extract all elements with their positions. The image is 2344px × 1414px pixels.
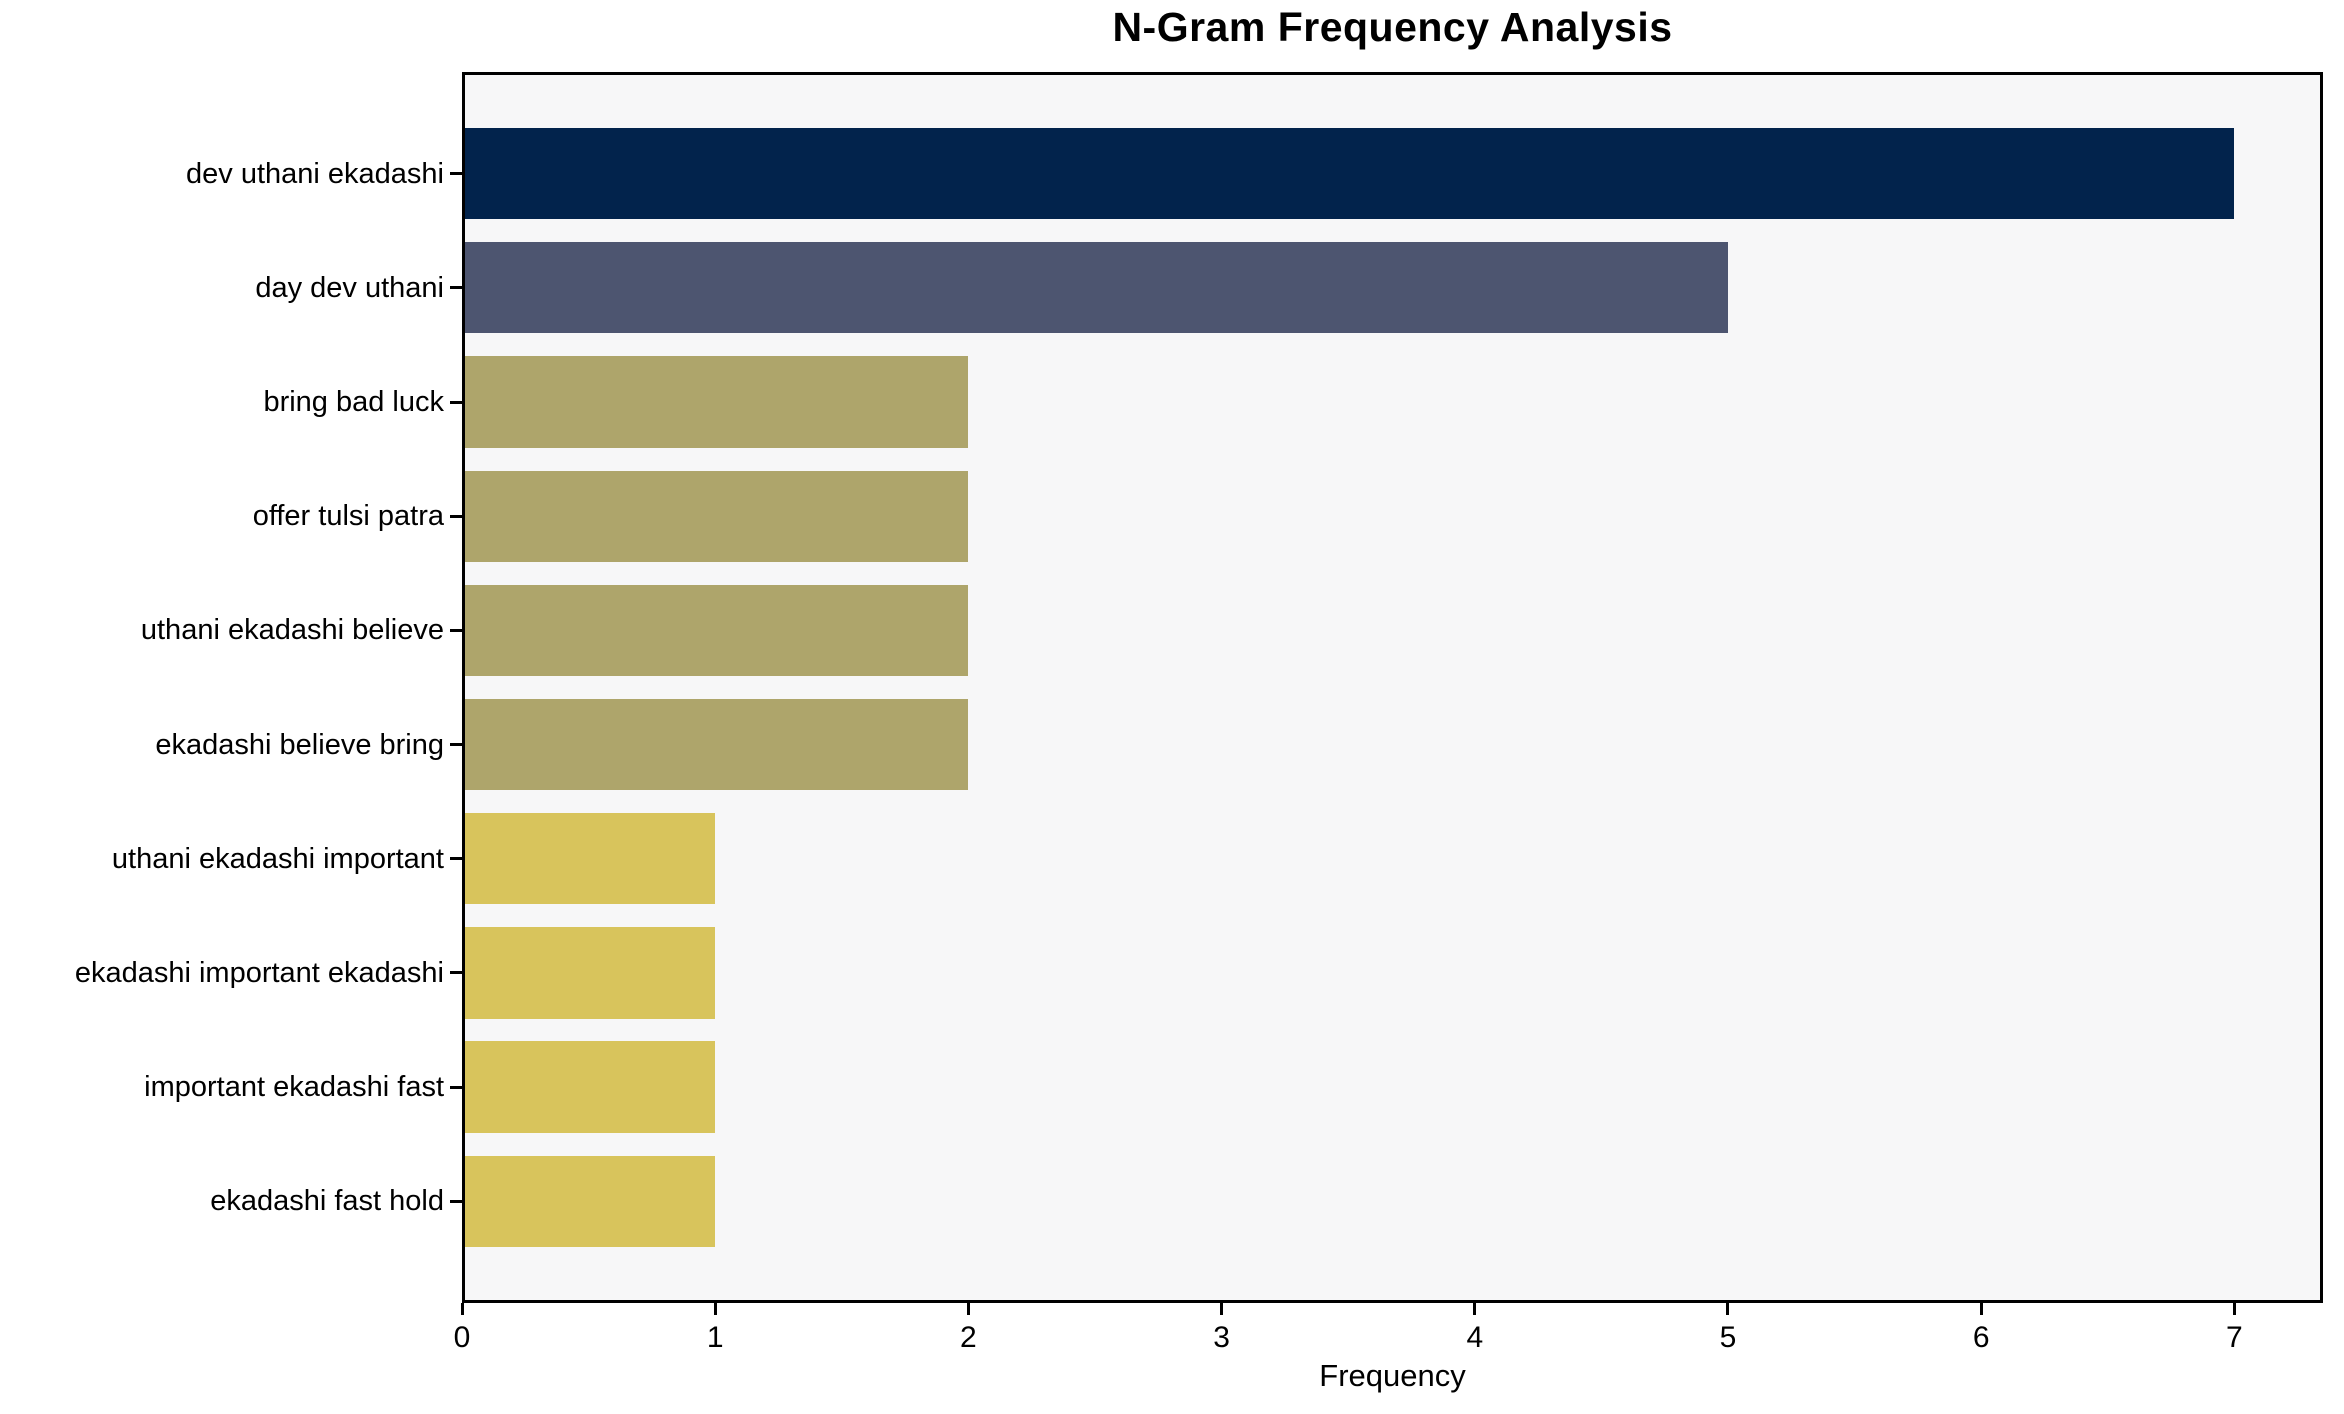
- x-tick-label: 6: [1972, 1321, 1990, 1354]
- x-axis-title: Frequency: [1319, 1358, 1466, 1393]
- bar: [462, 698, 969, 791]
- y-tick-mark: [450, 971, 462, 975]
- bar: [462, 927, 716, 1019]
- y-tick-label: bring bad luck: [263, 386, 444, 419]
- bar: [462, 1155, 716, 1248]
- bar: [462, 470, 969, 562]
- x-tick-label: 3: [1213, 1321, 1230, 1354]
- bar: [462, 813, 716, 905]
- x-tick-label: 7: [2226, 1321, 2243, 1354]
- y-tick-mark: [450, 172, 462, 176]
- bars-layer: [462, 72, 2323, 1303]
- x-tick-mark: [1726, 1303, 1730, 1315]
- y-tick-label: uthani ekadashi important: [111, 842, 444, 875]
- y-tick-label: dev uthani ekadashi: [186, 157, 444, 190]
- x-tick-mark: [1473, 1303, 1477, 1315]
- y-tick-label: ekadashi believe bring: [155, 728, 444, 761]
- x-tick-mark: [713, 1303, 717, 1315]
- bar: [462, 127, 2235, 220]
- y-tick-label: ekadashi important ekadashi: [74, 956, 444, 989]
- x-tick-label: 4: [1466, 1321, 1484, 1354]
- y-tick-label: ekadashi fast hold: [210, 1185, 444, 1218]
- x-tick-label: 2: [960, 1321, 977, 1354]
- x-tick-mark: [460, 1303, 464, 1315]
- y-tick-mark: [450, 400, 462, 404]
- chart-title: N-Gram Frequency Analysis: [1112, 4, 1673, 50]
- y-tick-mark: [450, 628, 462, 632]
- y-tick-mark: [450, 857, 462, 861]
- y-tick-label: important ekadashi fast: [144, 1071, 444, 1104]
- bar: [462, 1041, 716, 1133]
- bar: [462, 584, 969, 677]
- x-tick-label: 0: [453, 1321, 471, 1354]
- x-tick-mark: [966, 1303, 970, 1315]
- bar: [462, 242, 1728, 334]
- x-tick-mark: [1979, 1303, 1983, 1315]
- y-tick-mark: [450, 743, 462, 747]
- y-tick-label: day dev uthani: [255, 271, 444, 304]
- x-tick-label: 1: [706, 1321, 724, 1354]
- x-tick-label: 5: [1719, 1321, 1737, 1354]
- y-tick-mark: [450, 1085, 462, 1089]
- y-tick-mark: [450, 514, 462, 518]
- y-tick-label: uthani ekadashi believe: [140, 614, 444, 647]
- x-tick-mark: [2232, 1303, 2236, 1315]
- y-tick-mark: [450, 1199, 462, 1203]
- plot-area: [462, 72, 2323, 1303]
- y-tick-label: offer tulsi patra: [252, 500, 444, 533]
- bar: [462, 356, 969, 448]
- x-tick-mark: [1220, 1303, 1224, 1315]
- y-tick-mark: [450, 286, 462, 290]
